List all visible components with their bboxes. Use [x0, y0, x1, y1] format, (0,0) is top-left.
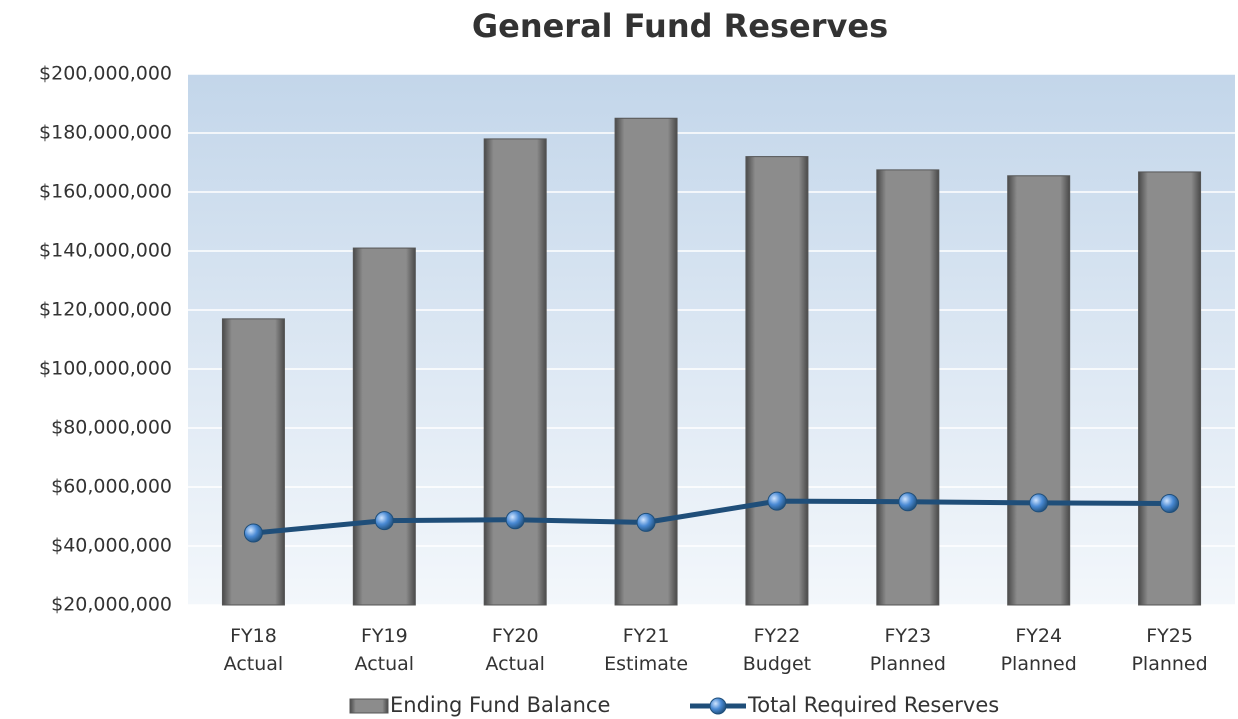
legend-label: Ending Fund Balance: [390, 693, 610, 717]
x-tick-label-line: Planned: [870, 653, 946, 675]
line-marker: [1160, 494, 1180, 514]
bar: [745, 156, 809, 606]
x-tick-label: FY20 Actual: [485, 625, 545, 675]
y-tick-label: $100,000,000: [39, 358, 172, 380]
legend-label: Total Required Reserves: [747, 693, 999, 717]
line-marker: [898, 492, 918, 512]
line-marker: [374, 511, 394, 531]
bar: [876, 169, 940, 606]
x-tick-label-line: FY20: [492, 625, 539, 647]
x-tick-label-line: FY21: [623, 625, 670, 647]
y-tick-label: $140,000,000: [39, 240, 172, 262]
x-tick-label-line: Planned: [1001, 653, 1077, 675]
y-tick-label: $40,000,000: [51, 535, 172, 557]
x-tick-label-line: FY19: [361, 625, 408, 647]
line-marker: [1029, 493, 1049, 513]
line: [253, 498, 1170, 536]
y-tick-label: $120,000,000: [39, 299, 172, 321]
x-tick-label-line: FY18: [230, 625, 277, 647]
legend-swatch: [349, 698, 389, 714]
x-tick-label: FY18 Actual: [224, 625, 284, 675]
x-tick-label: FY21 Estimate: [604, 625, 688, 675]
x-tick-label: FY23 Planned: [870, 625, 946, 675]
x-tick-label-line: FY25: [1146, 625, 1193, 647]
line-marker: [767, 491, 787, 511]
x-tick-label: FY22 Budget: [743, 625, 811, 675]
y-tick-label: $200,000,000: [39, 63, 172, 85]
legend-swatch-marker: [709, 697, 727, 715]
bar: [1007, 175, 1071, 606]
y-tick-label: $160,000,000: [39, 181, 172, 203]
line-marker: [505, 510, 525, 530]
chart-title: General Fund Reserves: [472, 7, 888, 45]
bar: [1138, 171, 1202, 606]
y-tick-label: $80,000,000: [51, 417, 172, 439]
x-tick-label-line: Actual: [485, 653, 545, 675]
bar: [483, 138, 547, 606]
x-tick-label: FY19 Actual: [355, 625, 415, 675]
line-marker: [636, 512, 656, 532]
x-tick-label-line: Estimate: [604, 653, 688, 675]
x-tick-label: FY25 Planned: [1131, 625, 1207, 675]
bar: [614, 117, 678, 606]
y-tick-label: $20,000,000: [51, 594, 172, 616]
x-tick-label-line: Budget: [743, 653, 811, 675]
x-tick-label-line: Planned: [1131, 653, 1207, 675]
x-tick-label-line: FY22: [754, 625, 801, 647]
x-tick-label: FY24 Planned: [1001, 625, 1077, 675]
bar: [352, 247, 416, 606]
x-tick-label-line: FY24: [1015, 625, 1062, 647]
bar: [221, 318, 285, 606]
line-marker: [243, 523, 263, 543]
y-tick-label: $180,000,000: [39, 122, 172, 144]
x-tick-label-line: FY23: [884, 625, 931, 647]
y-tick-label: $60,000,000: [51, 476, 172, 498]
x-tick-label-line: Actual: [355, 653, 415, 675]
x-tick-label-line: Actual: [224, 653, 284, 675]
